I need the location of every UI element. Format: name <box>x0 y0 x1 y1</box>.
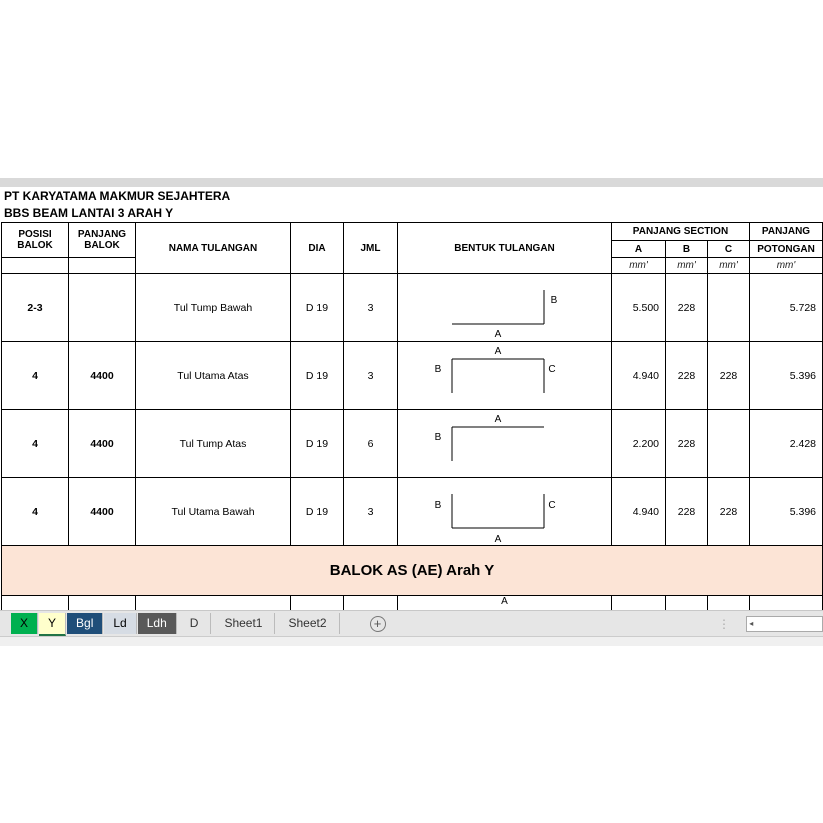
sheet-tab-sheet1[interactable]: Sheet1 <box>212 612 276 634</box>
svg-text:A: A <box>495 346 502 357</box>
svg-text:C: C <box>548 364 555 375</box>
section-a-cell[interactable]: 2.200 <box>611 409 666 478</box>
dia-cell[interactable]: D 19 <box>290 273 344 342</box>
sheet-tab-d[interactable]: D <box>178 612 212 634</box>
shape-label: A <box>397 595 612 611</box>
svg-text:A: A <box>495 534 502 545</box>
panjang-balok-cell[interactable]: 4400 <box>68 477 136 546</box>
total-length-cell[interactable]: 5.396 <box>749 477 823 546</box>
dia-cell[interactable]: D 19 <box>290 477 344 546</box>
total-length-cell[interactable]: 2.428 <box>749 409 823 478</box>
sheet-tab-y[interactable]: Y <box>39 612 67 636</box>
jml-cell[interactable]: 3 <box>343 341 398 410</box>
jml-cell[interactable]: 6 <box>343 409 398 478</box>
rebar-shape-diagram: AB <box>435 414 544 461</box>
header-panjang-balok: PANJANG BALOK <box>68 222 136 258</box>
section-a-cell[interactable]: 4.940 <box>611 477 666 546</box>
panjang-balok-cell[interactable] <box>68 273 136 342</box>
sheet-tab-x[interactable]: X <box>11 612 39 634</box>
header-potongan: POTONGAN <box>749 240 823 258</box>
svg-text:B: B <box>551 295 558 306</box>
total-length-cell[interactable]: 5.728 <box>749 273 823 342</box>
total-length-cell[interactable]: 5.396 <box>749 341 823 410</box>
section-a-cell[interactable]: 4.940 <box>611 341 666 410</box>
sheet-tab-sheet2[interactable]: Sheet2 <box>276 612 340 634</box>
company-title: PT KARYATAMA MAKMUR SEJAHTERA <box>4 189 231 203</box>
header-dia: DIA <box>290 222 344 274</box>
panjang-balok-cell[interactable]: 4400 <box>68 341 136 410</box>
shape-cell[interactable]: A B C <box>397 341 612 410</box>
section-c-cell[interactable]: 228 <box>707 477 750 546</box>
ribbon-edge <box>0 178 823 187</box>
dia-cell[interactable]: D 19 <box>290 409 344 478</box>
status-area <box>0 636 823 646</box>
horizontal-scrollbar[interactable]: ◂ <box>746 616 823 632</box>
svg-text:A: A <box>495 329 502 340</box>
splitter-handle[interactable]: ⋮ <box>718 617 730 631</box>
section-banner[interactable]: BALOK AS (AE) Arah Y <box>1 545 823 596</box>
unit: mm' <box>665 257 708 274</box>
add-sheet-icon[interactable]: + <box>369 616 386 632</box>
panjang-balok-cell[interactable]: 4400 <box>68 409 136 478</box>
section-b-cell[interactable]: 228 <box>665 341 708 410</box>
section-b-cell[interactable]: 228 <box>665 477 708 546</box>
posisi-cell[interactable]: 4 <box>1 409 69 478</box>
posisi-cell[interactable]: 4 <box>1 477 69 546</box>
jml-cell[interactable]: 3 <box>343 273 398 342</box>
unit: mm' <box>611 257 666 274</box>
section-b-cell[interactable]: 228 <box>665 273 708 342</box>
nama-cell[interactable]: Tul Tump Bawah <box>135 273 291 342</box>
section-a-cell[interactable]: 5.500 <box>611 273 666 342</box>
table-row: 4 4400 Tul Utama Atas D 19 3 A B C 4.940 2… <box>1 341 823 410</box>
sheet-tab-bar: X Y Bgl Ld Ldh D Sheet1 Sheet2 + ⋮ ◂ <box>0 610 823 637</box>
sheet-tab-bgl[interactable]: Bgl <box>67 612 104 634</box>
section-c-cell[interactable]: 228 <box>707 341 750 410</box>
sheet-tab-ld[interactable]: Ld <box>104 612 137 634</box>
sheet-tab-ldh[interactable]: Ldh <box>137 612 177 634</box>
svg-text:C: C <box>548 500 555 511</box>
unit: mm' <box>749 257 823 274</box>
section-b-cell[interactable]: 228 <box>665 409 708 478</box>
posisi-cell[interactable]: 2-3 <box>1 273 69 342</box>
dia-cell[interactable]: D 19 <box>290 341 344 410</box>
header-posisi: POSISI BALOK <box>1 222 69 258</box>
header-b: B <box>665 240 708 258</box>
jml-cell[interactable]: 3 <box>343 477 398 546</box>
header-section: PANJANG SECTION <box>611 222 750 241</box>
rebar-shape-diagram: BA <box>452 290 558 340</box>
nama-cell[interactable]: Tul Tump Atas <box>135 409 291 478</box>
svg-text:B: B <box>435 500 442 511</box>
bbs-table: POSISI BALOK PANJANG BALOK NAMA TULANGAN D… <box>1 222 823 611</box>
nama-cell[interactable]: Tul Utama Atas <box>135 341 291 410</box>
header-c: C <box>707 240 750 258</box>
section-c-cell[interactable] <box>707 409 750 478</box>
shape-cell[interactable]: A B C <box>397 477 612 546</box>
header-nama: NAMA TULANGAN <box>135 222 291 274</box>
header-panjang: PANJANG <box>749 222 823 241</box>
nama-cell[interactable]: Tul Utama Bawah <box>135 477 291 546</box>
posisi-cell[interactable]: 4 <box>1 341 69 410</box>
svg-text:A: A <box>495 414 502 425</box>
rebar-shape-diagram: A B C <box>435 346 556 393</box>
header-jml: JML <box>343 222 398 274</box>
svg-text:B: B <box>435 432 442 443</box>
unit: mm' <box>707 257 750 274</box>
svg-text:B: B <box>435 364 442 375</box>
section-c-cell[interactable] <box>707 273 750 342</box>
rebar-shape-diagram: A B C <box>435 494 556 545</box>
header-a: A <box>611 240 666 258</box>
sheet-subtitle: BBS BEAM LANTAI 3 ARAH Y <box>4 206 174 220</box>
header-bentuk: BENTUK TULANGAN <box>397 222 612 274</box>
